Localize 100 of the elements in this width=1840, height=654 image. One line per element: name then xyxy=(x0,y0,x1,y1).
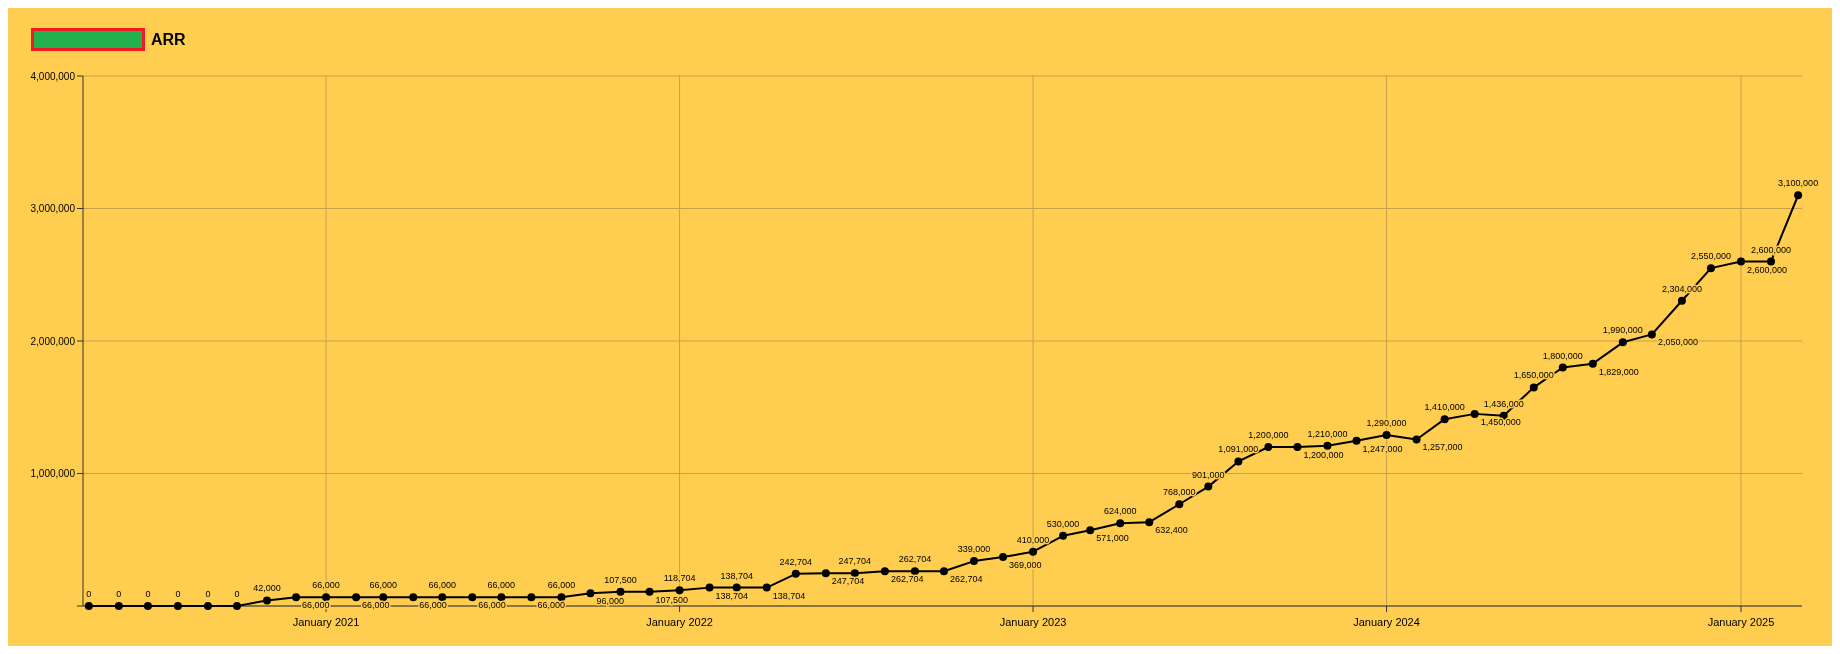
point xyxy=(821,569,830,578)
data-label: 66,000 xyxy=(547,580,576,591)
point xyxy=(1794,191,1803,200)
y-tick-label: 2,000,000 xyxy=(30,335,76,347)
point xyxy=(732,583,741,592)
data-label: 1,829,000 xyxy=(1598,366,1639,377)
point xyxy=(203,602,212,610)
point xyxy=(468,593,477,602)
data-label: 0 xyxy=(205,589,211,599)
data-label: 1,257,000 xyxy=(1422,442,1463,453)
point xyxy=(1588,359,1597,368)
point xyxy=(586,589,595,598)
point xyxy=(322,593,331,602)
point xyxy=(263,596,272,605)
point xyxy=(1059,531,1068,540)
data-label: 66,000 xyxy=(302,600,330,611)
text: ARR xyxy=(151,31,187,49)
data-label: 2,050,000 xyxy=(1657,337,1698,348)
point xyxy=(1706,264,1715,273)
point xyxy=(1647,330,1656,339)
point xyxy=(1412,435,1421,444)
data-label: 1,210,000 xyxy=(1307,428,1348,439)
data-label: 66,000 xyxy=(362,600,390,611)
data-label: 107,500 xyxy=(655,594,689,605)
data-label: 66,000 xyxy=(419,600,447,611)
point xyxy=(1767,257,1776,266)
data-label: 632,400 xyxy=(1155,525,1188,536)
data-label: 768,000 xyxy=(1163,487,1196,498)
data-label: 66,000 xyxy=(537,600,565,611)
point xyxy=(352,593,361,602)
point xyxy=(527,593,536,602)
data-label: 624,000 xyxy=(1103,506,1137,517)
data-label: 1,990,000 xyxy=(1602,325,1643,336)
point xyxy=(1116,519,1125,528)
data-label: 138,704 xyxy=(772,590,806,601)
point xyxy=(675,586,684,595)
point xyxy=(1175,500,1184,509)
point xyxy=(645,587,654,596)
point xyxy=(438,593,447,602)
point xyxy=(497,593,506,602)
point xyxy=(1323,441,1332,450)
data-label: 1,800,000 xyxy=(1542,350,1583,361)
point xyxy=(910,567,919,576)
data-label: 2,600,000 xyxy=(1746,264,1788,275)
y-tick-label: 1,000,000 xyxy=(30,468,76,479)
point xyxy=(1470,409,1479,418)
data-label: 247,704 xyxy=(838,556,872,567)
data-label: 0 xyxy=(86,589,92,599)
point xyxy=(616,587,625,596)
data-label: 262,704 xyxy=(949,574,983,585)
data-label: 242,704 xyxy=(779,556,813,567)
data-label: 0 xyxy=(145,589,151,599)
point xyxy=(292,593,301,602)
x-tick-label: January 2025 xyxy=(1707,616,1775,628)
point xyxy=(1677,296,1686,305)
point xyxy=(880,567,889,576)
y-tick-label: 3,000,000 xyxy=(30,203,76,214)
data-label: 0 xyxy=(234,589,240,599)
data-label: 138,704 xyxy=(720,570,753,581)
point xyxy=(999,553,1008,562)
data-label: 66,000 xyxy=(487,580,516,591)
data-label: 0 xyxy=(175,589,181,599)
data-label: 1,200,000 xyxy=(1303,450,1344,460)
x-tick-label: January 2021 xyxy=(292,616,360,628)
point xyxy=(762,583,771,592)
data-label: 1,290,000 xyxy=(1366,418,1407,429)
point xyxy=(1382,431,1391,440)
data-label: 107,500 xyxy=(604,574,637,585)
data-label: 530,000 xyxy=(1046,518,1080,529)
data-label: 1,091,000 xyxy=(1218,444,1259,455)
point xyxy=(84,602,93,610)
data-label: 369,000 xyxy=(1009,560,1042,571)
point xyxy=(1204,482,1213,491)
point xyxy=(1145,518,1154,527)
point xyxy=(1086,526,1095,535)
data-label: 42,000 xyxy=(253,583,281,594)
data-label: 3,100,000 xyxy=(1778,178,1819,189)
data-label: 66,000 xyxy=(428,580,457,591)
data-label: 66,000 xyxy=(312,580,340,591)
point xyxy=(1234,457,1243,466)
point xyxy=(114,602,123,610)
data-label: 262,704 xyxy=(898,554,932,565)
data-label: 1,450,000 xyxy=(1480,416,1521,427)
data-label: 66,000 xyxy=(369,580,397,591)
data-label: 118,704 xyxy=(663,573,696,584)
data-label: 262,704 xyxy=(890,574,924,585)
point xyxy=(1352,436,1361,445)
point xyxy=(409,593,418,602)
point xyxy=(232,602,241,610)
data-label: 339,000 xyxy=(957,544,991,555)
data-label: 247,704 xyxy=(831,576,865,587)
point xyxy=(1529,383,1538,392)
point xyxy=(1440,415,1449,424)
point xyxy=(1736,257,1745,266)
data-label: 0 xyxy=(116,589,122,599)
data-label: 2,550,000 xyxy=(1690,251,1731,262)
data-label: 138,704 xyxy=(715,590,749,601)
data-label: 96,000 xyxy=(596,596,624,607)
point xyxy=(379,593,388,602)
point xyxy=(1293,443,1302,451)
